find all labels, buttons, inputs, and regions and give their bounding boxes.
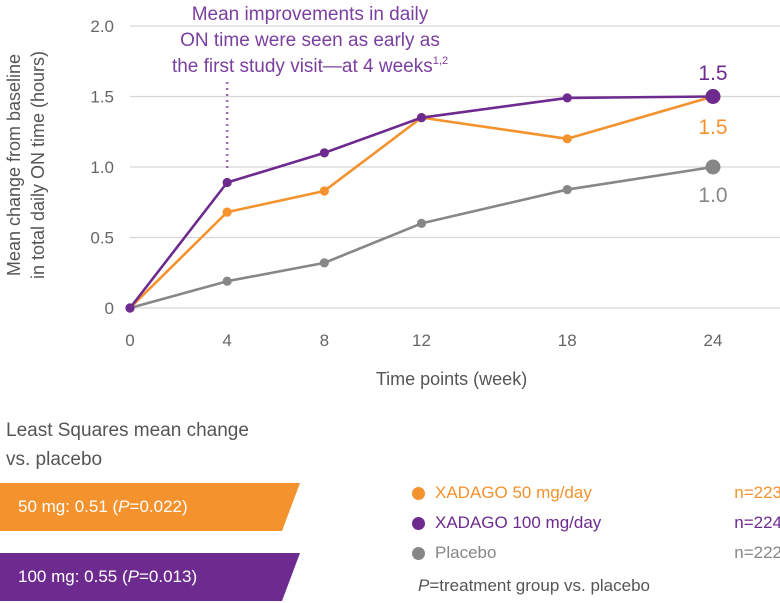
legend-item-100mg: XADAGO 100 mg/day n=224 (412, 508, 780, 538)
annotation-line: ON time were seen as early as (180, 30, 440, 51)
ls-100mg-p: P (127, 567, 139, 586)
ls-100mg-value: =0.013) (138, 567, 198, 586)
legend-dot-100mg (412, 516, 425, 530)
legend: XADAGO 50 mg/day n=223 XADAGO 100 mg/day… (412, 478, 780, 568)
footnote-p: P (418, 576, 430, 595)
legend-n-50mg: n=223 (734, 483, 780, 502)
ls-50mg-value: =0.022) (129, 497, 188, 516)
data-point (416, 218, 427, 228)
footnote-text: =treatment group vs. placebo (429, 576, 651, 595)
annotation-line: the first study visit—at 4 weeks1,2 (172, 55, 448, 77)
series-line-1 (129, 95, 714, 309)
ls-100mg-badge: 100 mg: 0.55 (P =0.013) (0, 553, 300, 601)
y-axis-label: in total daily ON time (hours) (28, 51, 48, 279)
footnote: P=treatment group vs. placebo (418, 576, 650, 596)
data-point (222, 207, 232, 217)
x-axis-label: Time points (week) (376, 369, 527, 389)
x-tick-label: 12 (412, 331, 431, 350)
line-chart: 0 0.5 1.0 1.5 2.0 0 4 8 12 18 24 Time points (week)… (4, 4, 780, 389)
y-tick-label: 1.0 (90, 158, 114, 177)
ls-50mg-badge: 50 mg: 0.51 (P =0.022) (0, 483, 300, 531)
legend-label-50mg: XADAGO 50 mg/day (435, 483, 592, 502)
ls-100mg-label: 100 mg: 0.55 ( (18, 567, 128, 586)
x-tick-label: 0 (125, 331, 134, 350)
x-tick-label: 18 (558, 331, 577, 350)
ls-mean-title-line-1: Least Squares mean change (6, 420, 249, 441)
x-tick-label: 4 (222, 331, 231, 350)
annotation-line: Mean improvements in daily (192, 4, 429, 25)
data-point (319, 186, 329, 196)
ls-50mg-p: P (118, 497, 130, 516)
data-point (222, 177, 232, 188)
legend-item-placebo: Placebo n=222 (412, 538, 780, 568)
data-point (562, 134, 572, 144)
x-tick-label: 8 (320, 331, 329, 350)
end-value-label: 1.0 (698, 184, 727, 207)
data-point (125, 303, 135, 313)
legend-dot-placebo (412, 546, 425, 560)
end-value-label: 1.5 (698, 62, 727, 85)
y-tick-label: 1.5 (90, 88, 114, 107)
end-value-label: 1.5 (698, 116, 727, 139)
series-line-2 (128, 95, 714, 309)
x-tick-label: 24 (704, 331, 723, 350)
legend-label-100mg: XADAGO 100 mg/day (435, 513, 602, 532)
data-point (222, 276, 232, 286)
data-point (562, 184, 572, 195)
y-tick-label: 0 (105, 299, 114, 318)
ls-mean-title: Least Squares mean change vs. placebo (6, 416, 249, 474)
legend-item-50mg: XADAGO 50 mg/day n=223 (412, 478, 780, 508)
data-point (319, 258, 329, 268)
series-line-0 (129, 165, 714, 310)
y-tick-label: 2.0 (90, 17, 114, 36)
data-point (705, 159, 721, 175)
y-axis-label: Mean change from baseline (4, 54, 24, 276)
y-tick-label: 0.5 (90, 229, 114, 248)
annotation-superscript: 1,2 (433, 55, 448, 67)
data-point (562, 93, 572, 103)
ls-50mg-label: 50 mg: 0.51 ( (18, 497, 119, 516)
legend-n-placebo: n=222 (734, 543, 780, 562)
legend-label-placebo: Placebo (435, 543, 497, 562)
data-point (416, 113, 427, 123)
legend-dot-50mg (412, 486, 425, 500)
legend-n-100mg: n=224 (734, 513, 780, 532)
data-point (705, 89, 721, 104)
data-point (319, 148, 329, 158)
ls-mean-title-line-2: vs. placebo (6, 449, 103, 470)
